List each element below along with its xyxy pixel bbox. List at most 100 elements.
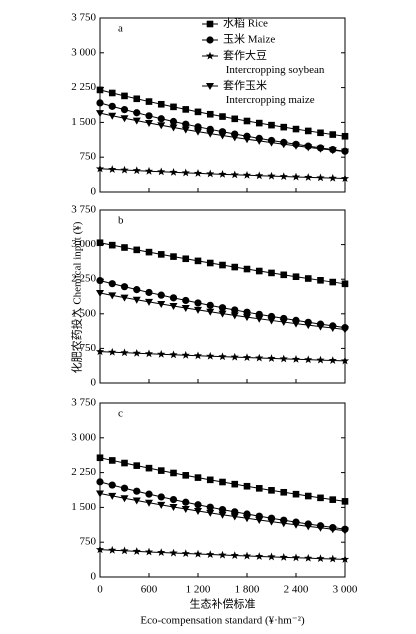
marker-circle: [206, 301, 214, 309]
marker-star: [230, 170, 239, 179]
marker-square: [145, 248, 153, 256]
marker-square: [133, 462, 141, 469]
x-axis-label: 生态补偿标准: [190, 597, 256, 611]
marker-circle: [169, 117, 178, 126]
marker-triangle: [145, 499, 153, 507]
marker-circle: [194, 299, 202, 307]
y-axis-label: 化肥农药投入 Chemical input (¥): [70, 221, 84, 373]
y-tick-label: 750: [80, 151, 97, 163]
marker-star: [230, 551, 239, 559]
y-tick-label: 3 750: [71, 204, 96, 216]
marker-square: [304, 127, 312, 135]
marker-circle: [194, 123, 202, 131]
marker-triangle: [194, 306, 202, 314]
marker-square: [170, 469, 177, 477]
marker-triangle: [243, 136, 251, 144]
marker-star: [206, 351, 215, 360]
marker-square: [341, 132, 349, 140]
marker-square: [96, 454, 104, 462]
marker-triangle: [255, 315, 264, 323]
x-tick-label: 2 400: [284, 584, 309, 596]
marker-square: [304, 275, 312, 282]
marker-star: [193, 549, 203, 558]
marker-circle: [194, 501, 202, 509]
marker-triangle: [292, 320, 300, 328]
x-tick-label: 0: [97, 584, 103, 596]
marker-square: [194, 257, 202, 265]
legend-label: 套作玉米 Intercropping maize: [223, 79, 315, 106]
marker-star: [291, 354, 301, 363]
x-tick-label: 3 000: [333, 584, 358, 596]
marker-triangle: [157, 300, 166, 308]
marker-triangle: [218, 132, 227, 140]
marker-circle: [182, 498, 190, 506]
marker-star: [279, 172, 288, 181]
marker-triangle: [267, 139, 276, 147]
marker-circle: [182, 296, 190, 305]
marker-triangle: [132, 296, 141, 304]
marker-star: [181, 549, 190, 557]
marker-square: [280, 123, 288, 131]
marker-triangle: [218, 511, 227, 519]
marker-triangle: [279, 520, 288, 528]
marker-square: [243, 265, 251, 273]
marker-triangle: [206, 83, 214, 90]
marker-triangle: [169, 503, 178, 511]
marker-star: [193, 351, 203, 360]
marker-star: [206, 169, 215, 178]
marker-square: [133, 246, 141, 254]
marker-star: [181, 350, 190, 359]
x-tick-label: 600: [141, 584, 158, 596]
marker-triangle: [243, 515, 251, 523]
marker-circle: [145, 112, 153, 120]
marker-square: [329, 496, 337, 503]
marker-circle: [96, 478, 104, 486]
marker-triangle: [145, 298, 153, 306]
marker-circle: [206, 36, 214, 44]
marker-square: [182, 255, 190, 263]
marker-triangle: [279, 141, 288, 149]
marker-circle: [145, 288, 153, 297]
y-tick-label: 2 250: [71, 81, 96, 93]
marker-star: [304, 355, 313, 364]
marker-triangle: [181, 304, 190, 312]
marker-circle: [145, 490, 153, 498]
marker-triangle: [157, 501, 166, 509]
legend-label: 套作大豆 Intercropping soybean: [223, 48, 325, 76]
marker-circle: [169, 294, 178, 302]
marker-square: [157, 467, 165, 474]
marker-triangle: [132, 117, 141, 125]
y-tick-label: 2 250: [71, 466, 96, 478]
marker-circle: [108, 481, 116, 489]
marker-square: [280, 488, 288, 496]
marker-star: [144, 547, 154, 556]
marker-star: [95, 545, 105, 554]
marker-triangle: [267, 518, 276, 526]
marker-square: [231, 263, 239, 271]
marker-square: [145, 98, 153, 105]
marker-triangle: [328, 526, 337, 534]
marker-square: [231, 480, 239, 488]
marker-triangle: [230, 134, 239, 142]
marker-square: [121, 459, 128, 467]
marker-star: [95, 347, 105, 356]
marker-triangle: [341, 148, 349, 156]
marker-circle: [120, 105, 129, 114]
marker-triangle: [316, 524, 325, 532]
marker-star: [340, 356, 350, 365]
marker-square: [255, 267, 263, 275]
marker-triangle: [96, 490, 104, 498]
marker-star: [120, 165, 129, 174]
marker-circle: [96, 276, 104, 285]
marker-triangle: [218, 310, 227, 318]
marker-square: [304, 492, 312, 500]
marker-triangle: [304, 523, 313, 531]
marker-star: [132, 348, 141, 357]
marker-square: [317, 129, 324, 137]
marker-triangle: [206, 130, 215, 138]
x-tick-label: 1 200: [186, 584, 211, 596]
marker-triangle: [304, 144, 313, 152]
marker-square: [206, 259, 214, 267]
marker-star: [205, 51, 215, 60]
